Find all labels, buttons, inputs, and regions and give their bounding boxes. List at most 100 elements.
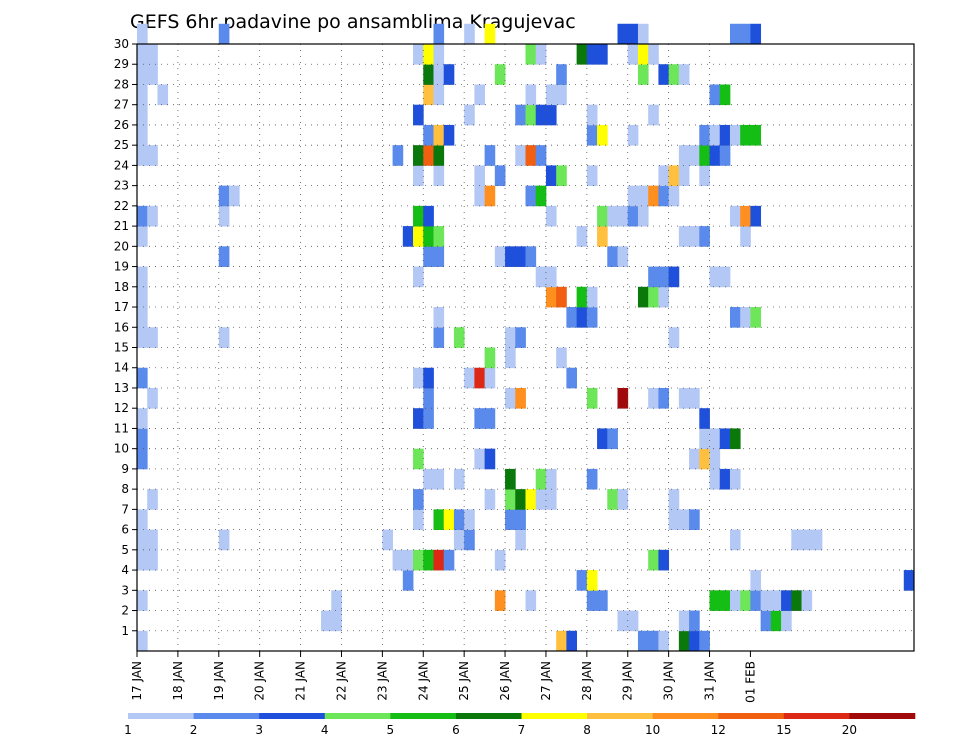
y-tick-label: 20 xyxy=(114,239,129,253)
x-tick-label: 25 JAN xyxy=(457,661,471,701)
y-tick-label: 10 xyxy=(114,442,129,456)
y-tick-label: 3 xyxy=(121,583,129,597)
heatmap-cell xyxy=(637,630,649,652)
heatmap-cell xyxy=(413,549,424,571)
heatmap-cell xyxy=(791,529,802,551)
heatmap-cell xyxy=(413,44,424,65)
heatmap-cell xyxy=(433,23,445,45)
heatmap-cell xyxy=(586,286,598,308)
heatmap-cell xyxy=(515,489,526,510)
heatmap-cell xyxy=(627,124,639,146)
heatmap-cell xyxy=(648,549,659,571)
y-tick-label: 29 xyxy=(114,57,129,71)
heatmap-cell xyxy=(525,44,537,65)
heatmap-cell xyxy=(515,104,526,126)
heatmap-cell xyxy=(535,104,547,126)
heatmap-cell xyxy=(453,529,465,551)
colorbar-swatch xyxy=(128,713,194,719)
heatmap-cell xyxy=(423,145,434,166)
x-tick-label: 20 JAN xyxy=(253,661,267,701)
heatmap-cell xyxy=(137,428,148,450)
heatmap-cell xyxy=(699,448,710,470)
y-tick-label: 6 xyxy=(121,523,129,537)
heatmap-cell xyxy=(637,64,649,85)
heatmap-cell xyxy=(515,509,526,530)
heatmap-cell xyxy=(750,590,762,611)
heatmap-cell xyxy=(586,387,598,409)
heatmap-cell xyxy=(433,246,445,267)
y-tick-label: 13 xyxy=(114,381,129,395)
heatmap-cell xyxy=(586,570,598,591)
heatmap-cell xyxy=(331,610,342,632)
heatmap-cell xyxy=(137,64,148,85)
heatmap-cell xyxy=(719,84,731,106)
heatmap-cell xyxy=(637,185,649,207)
colorbar-label: 1 xyxy=(124,723,132,737)
y-tick-label: 26 xyxy=(114,118,129,132)
heatmap-cell xyxy=(484,367,496,389)
heatmap-cell xyxy=(740,23,751,45)
heatmap-cell xyxy=(402,549,414,571)
colorbar-label: 3 xyxy=(255,723,263,737)
heatmap-cell xyxy=(453,468,465,490)
heatmap-cell xyxy=(709,448,721,470)
heatmap-cell xyxy=(413,408,424,429)
heatmap-cell xyxy=(729,529,741,551)
y-tick-label: 25 xyxy=(114,138,129,152)
colorbar-swatch xyxy=(390,713,457,719)
heatmap-cell xyxy=(709,145,721,166)
heatmap-cell xyxy=(740,226,751,247)
heatmap-cell xyxy=(781,590,792,611)
heatmap-cell xyxy=(689,145,700,166)
heatmap-cell xyxy=(515,145,526,166)
heatmap-cell xyxy=(402,226,414,247)
heatmap-cell xyxy=(903,570,915,591)
heatmap-cell xyxy=(464,367,475,389)
heatmap-cell xyxy=(678,509,690,530)
heatmap-cell xyxy=(576,226,588,247)
colorbar-swatch xyxy=(259,713,326,719)
heatmap-cell xyxy=(137,286,148,308)
heatmap-cell xyxy=(382,529,393,551)
heatmap-cell xyxy=(433,44,445,65)
heatmap-cell xyxy=(433,165,445,187)
heatmap-cell xyxy=(760,590,772,611)
heatmap-cell xyxy=(607,205,618,227)
heatmap-cell xyxy=(402,570,414,591)
heatmap-cell xyxy=(484,185,496,207)
heatmap-cell xyxy=(137,124,148,146)
heatmap-cell xyxy=(443,549,455,571)
heatmap-cell xyxy=(648,44,659,65)
heatmap-cell xyxy=(474,165,485,187)
colorbar-label: 7 xyxy=(518,723,526,737)
heatmap-cell xyxy=(433,307,445,328)
heatmap-cell xyxy=(535,44,547,65)
heatmap-cell xyxy=(413,104,424,126)
x-tick-label: 31 JAN xyxy=(703,661,717,701)
heatmap-cell xyxy=(484,23,496,45)
colorbar-swatch xyxy=(455,713,522,719)
heatmap-cell xyxy=(699,428,710,450)
colorbar-swatch xyxy=(783,713,850,719)
heatmap-cell xyxy=(658,266,670,288)
heatmap-cell xyxy=(147,549,158,571)
heatmap-cell xyxy=(423,124,434,146)
heatmap-cell xyxy=(617,246,629,267)
heatmap-cell xyxy=(648,387,659,409)
heatmap-cell xyxy=(617,205,629,227)
heatmap-cell xyxy=(627,610,639,632)
heatmap-cell xyxy=(433,468,445,490)
heatmap-cell xyxy=(423,246,434,267)
heatmap-cell xyxy=(453,327,465,348)
heatmap-cell xyxy=(515,246,526,267)
heatmap-cell xyxy=(760,610,772,632)
heatmap-cell xyxy=(648,630,659,652)
heatmap-cell xyxy=(474,185,485,207)
heatmap-cell xyxy=(505,387,516,409)
heatmap-cell xyxy=(515,387,526,409)
y-tick-label: 30 xyxy=(114,37,129,51)
heatmap-cell xyxy=(719,266,731,288)
heatmap-cell xyxy=(423,468,434,490)
heatmap-cell xyxy=(545,104,557,126)
